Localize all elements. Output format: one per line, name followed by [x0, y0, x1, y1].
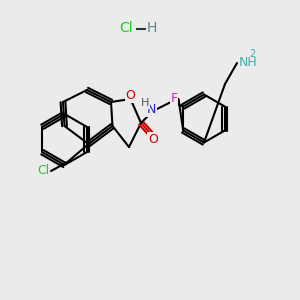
Text: H: H [146, 22, 157, 35]
Text: O: O [126, 89, 135, 103]
Text: Cl: Cl [38, 164, 50, 178]
Text: NH: NH [238, 56, 257, 70]
Text: N: N [147, 103, 156, 116]
Text: 2: 2 [250, 50, 256, 59]
Text: Cl: Cl [119, 22, 133, 35]
Text: F: F [170, 92, 178, 106]
Text: O: O [148, 133, 158, 146]
Text: H: H [141, 98, 150, 109]
